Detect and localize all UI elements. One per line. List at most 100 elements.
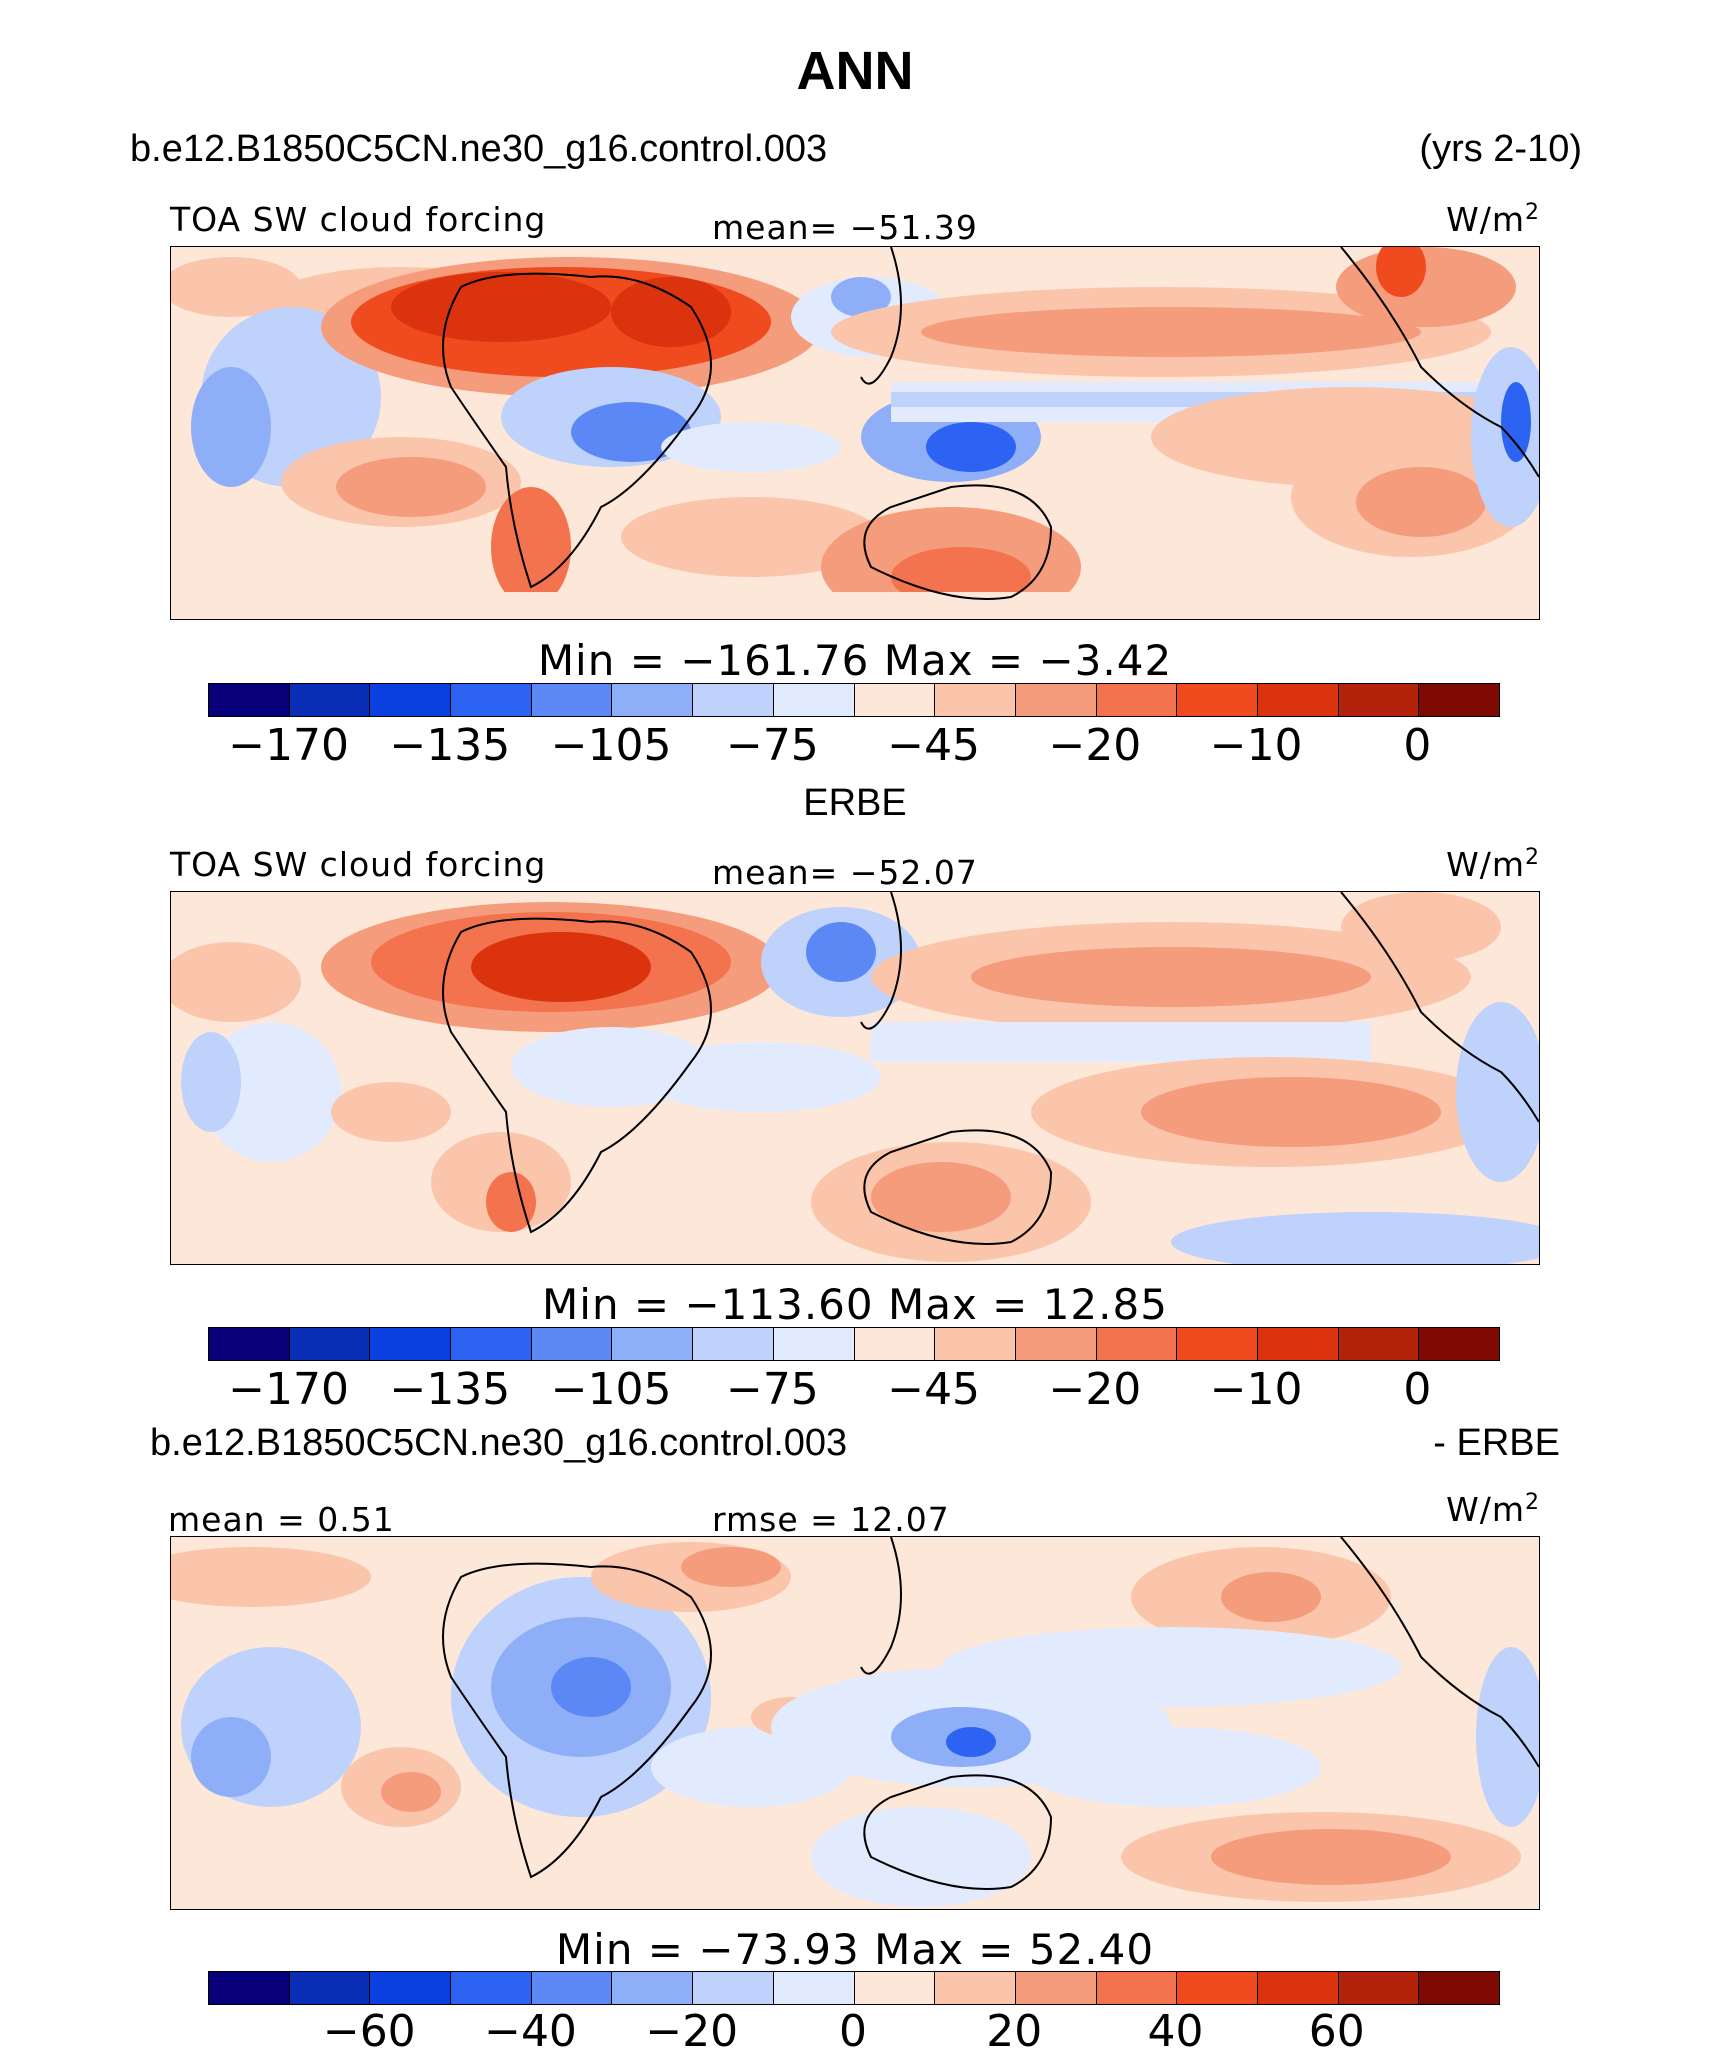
colorbar-swatch [531,684,613,716]
colorbar-swatch [209,1328,290,1360]
panel1-variable: TOA SW cloud forcing [170,200,547,239]
colorbar-swatch [451,1972,532,2004]
colorbar-swatch [1015,1328,1097,1360]
colorbar-swatch [531,1328,613,1360]
colorbar-swatch [773,1328,855,1360]
colorbar-swatch [854,1328,936,1360]
panel3-minmax: Min = −73.93 Max = 52.40 [555,1925,1155,1974]
colorbar-swatch [1419,1328,1499,1360]
colorbar-swatch [209,1972,290,2004]
colorbar-swatch [1257,684,1339,716]
panel2-variable: TOA SW cloud forcing [170,845,547,884]
colorbar-tick-label: −45 [887,1364,981,1415]
colorbar-tick-label: −45 [887,720,981,771]
colorbar-3 [208,1971,1500,2005]
colorbar-swatch [1015,684,1097,716]
colorbar-swatch [612,684,694,716]
colorbar-tick-label: 40 [1147,2006,1204,2057]
colorbar-tick-label: 60 [1308,2006,1365,2057]
colorbar-swatch [773,1972,855,2004]
colorbar-swatch [289,1328,371,1360]
colorbar-swatch [693,684,774,716]
colorbar-tick-label: −135 [389,1364,511,1415]
colorbar-1 [208,683,1500,717]
colorbar-swatch [935,1972,1016,2004]
panel3-rmse: rmse = 12.07 [712,1500,950,1539]
colorbar-swatch [1096,1328,1178,1360]
colorbar-swatch [209,684,290,716]
colorbar-tick-label: −135 [389,720,511,771]
colorbar-swatch [370,684,452,716]
colorbar-swatch [612,1328,694,1360]
colorbar-swatch [370,1328,452,1360]
obs-title: ERBE [803,782,907,824]
colorbar-swatch [1338,684,1420,716]
colorbar-swatch [1338,1972,1420,2004]
panel1-map-field [171,247,1539,619]
colorbar-1-ticks: −170 −135 −105 −75 −45 −20 −10 0 [208,720,1498,780]
colorbar-swatch [1096,1972,1178,2004]
colorbar-swatch [1096,684,1178,716]
colorbar-swatch [451,1328,532,1360]
colorbar-swatch [451,684,532,716]
colorbar-tick-label: −10 [1209,720,1303,771]
colorbar-tick-label: −105 [550,1364,672,1415]
panel2-map [170,891,1540,1265]
colorbar-tick-label: −20 [1048,1364,1142,1415]
colorbar-swatch [693,1972,774,2004]
colorbar-swatch [1419,1972,1499,2004]
panel1-mean: mean= −51.39 [712,208,978,247]
diff-suffix: - ERBE [1433,1422,1560,1464]
colorbar-swatch [1257,1328,1339,1360]
figure-title: ANN [796,41,914,101]
colorbar-2 [208,1327,1500,1361]
panel3-units: W/m2 [1446,1490,1540,1529]
colorbar-swatch [1419,684,1499,716]
diff-case-name: b.e12.B1850C5CN.ne30_g16.control.003 [150,1422,848,1464]
colorbar-swatch [773,684,855,716]
panel3-mean: mean = 0.51 [168,1500,395,1539]
colorbar-tick-label: −20 [645,2006,739,2057]
panel2-units: W/m2 [1446,845,1540,884]
colorbar-2-ticks: −170 −135 −105 −75 −45 −20 −10 0 [208,1364,1498,1424]
panel2-map-field [171,892,1539,1264]
colorbar-swatch [935,1328,1016,1360]
colorbar-tick-label: −10 [1209,1364,1303,1415]
colorbar-swatch [289,1972,371,2004]
colorbar-3-ticks: −60 −40 −20 0 20 40 60 [208,2006,1498,2066]
colorbar-tick-label: −75 [725,720,819,771]
colorbar-tick-label: −75 [725,1364,819,1415]
colorbar-tick-label: −170 [228,720,350,771]
colorbar-swatch [935,684,1016,716]
colorbar-swatch [1015,1972,1097,2004]
colorbar-swatch [1177,1328,1258,1360]
colorbar-swatch [693,1328,774,1360]
colorbar-tick-label: 0 [839,2006,867,2057]
colorbar-swatch [289,684,371,716]
years-label: (yrs 2-10) [1419,128,1582,170]
colorbar-tick-label: −20 [1048,720,1142,771]
panel1-units: W/m2 [1446,200,1540,239]
colorbar-swatch [370,1972,452,2004]
colorbar-swatch [531,1972,613,2004]
colorbar-tick-label: 0 [1403,1364,1432,1415]
case-name: b.e12.B1850C5CN.ne30_g16.control.003 [130,128,828,170]
colorbar-swatch [1338,1328,1420,1360]
panel1-minmax: Min = −161.76 Max = −3.42 [537,636,1173,685]
colorbar-swatch [612,1972,694,2004]
panel1-map [170,246,1540,620]
colorbar-tick-label: 20 [986,2006,1043,2057]
panel2-minmax: Min = −113.60 Max = 12.85 [542,1280,1168,1329]
colorbar-swatch [854,1972,936,2004]
panel2-mean: mean= −52.07 [712,853,978,892]
colorbar-swatch [854,684,936,716]
colorbar-tick-label: −105 [550,720,672,771]
colorbar-swatch [1177,684,1258,716]
colorbar-swatch [1257,1972,1339,2004]
colorbar-tick-label: 0 [1403,720,1432,771]
colorbar-tick-label: −40 [484,2006,577,2057]
colorbar-tick-label: −60 [322,2006,416,2057]
panel3-map [170,1536,1540,1910]
panel3-map-field [171,1537,1539,1909]
colorbar-tick-label: −170 [228,1364,350,1415]
